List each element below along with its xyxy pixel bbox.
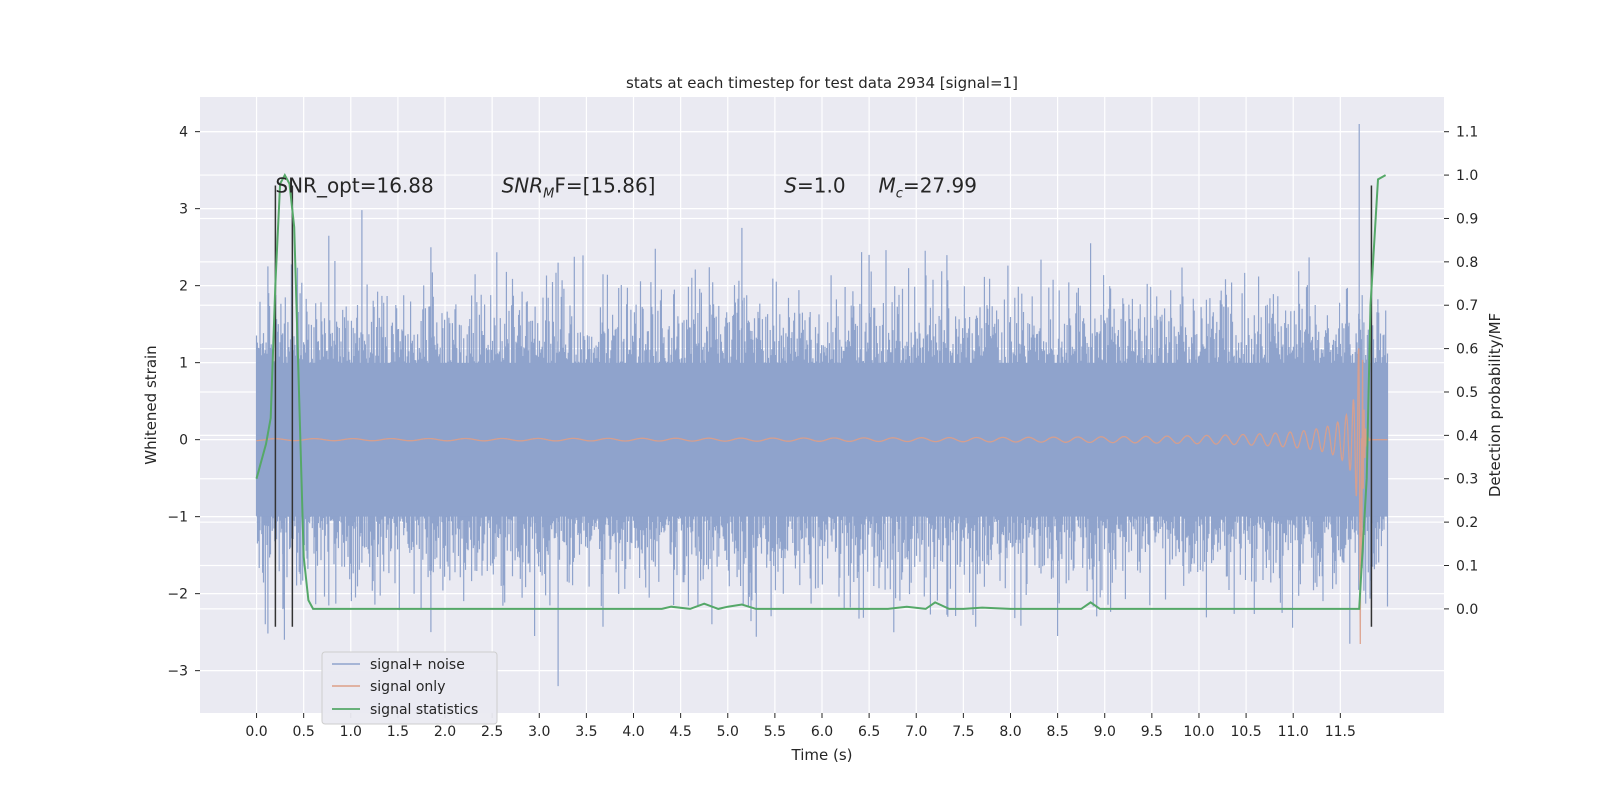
y-tick-label: 4 [179, 125, 188, 141]
series-layer [255, 124, 1389, 687]
annotations: SNR_opt=16.88 SNRMF=[15.86] S=1.0 Mc=27.99 [275, 174, 977, 202]
y2-tick-label: 1.0 [1456, 168, 1478, 184]
y-tick-label: −3 [167, 664, 188, 680]
x-tick-label: 11.0 [1278, 724, 1309, 740]
x-axis-ticks: 0.0 0.5 1.0 1.5 2.0 2.5 3.0 3.5 4.0 4.5 5.0 5.5 6.0 6… [245, 713, 1356, 740]
x-tick-label: 1.0 [340, 724, 362, 740]
x-tick-label: 9.0 [1094, 724, 1116, 740]
x-axis-label: Time (s) [791, 746, 853, 764]
x-tick-label: 5.5 [764, 724, 786, 740]
chart-title: stats at each timestep for test data 293… [626, 74, 1018, 92]
x-tick-label: 2.0 [434, 724, 456, 740]
y-tick-label: 1 [179, 356, 188, 372]
y2-axis-ticks: 0.0 0.1 0.2 0.3 0.4 0.5 0.6 0.7 0.8 0.9 1.0 1.1 [1444, 125, 1478, 618]
legend-box [321, 651, 498, 725]
series-signal-noise-band [256, 362, 1388, 517]
x-tick-label: 6.5 [858, 724, 880, 740]
y-tick-label: 3 [179, 202, 188, 218]
x-tick-label: 11.5 [1325, 724, 1356, 740]
x-tick-label: 8.0 [999, 724, 1021, 740]
y2-tick-label: 0.0 [1456, 602, 1478, 618]
x-tick-label: 0.5 [293, 724, 315, 740]
x-tick-label: 3.5 [575, 724, 597, 740]
y-tick-label: −2 [167, 587, 188, 603]
x-tick-label: 4.5 [670, 724, 692, 740]
x-tick-label: 4.0 [622, 724, 644, 740]
y2-tick-label: 0.2 [1456, 515, 1478, 531]
annotation-0: SNR_opt=16.88 [275, 174, 433, 198]
y2-tick-label: 0.6 [1456, 342, 1478, 358]
y2-tick-label: 0.8 [1456, 255, 1478, 271]
y2-tick-label: 0.5 [1456, 385, 1478, 401]
x-tick-label: 10.5 [1231, 724, 1262, 740]
legend-label-signal-statistics: signal statistics [370, 702, 478, 718]
y-tick-label: −1 [167, 510, 188, 526]
x-tick-label: 0.0 [245, 724, 267, 740]
y-axis-label: Whitened strain [142, 345, 160, 464]
series-signal-only [256, 348, 1388, 645]
x-tick-label: 10.0 [1183, 724, 1214, 740]
y2-tick-label: 0.3 [1456, 472, 1478, 488]
y2-tick-label: 0.7 [1456, 298, 1478, 314]
x-tick-label: 5.0 [717, 724, 739, 740]
y2-tick-label: 0.9 [1456, 211, 1478, 227]
legend: signal+ noise signal only signal statist… [321, 651, 498, 725]
annotation-1: SNRMF=[15.86] [502, 174, 656, 202]
y-tick-label: 0 [179, 433, 188, 449]
y2-tick-label: 0.1 [1456, 559, 1478, 575]
legend-label-signal-noise: signal+ noise [370, 657, 465, 673]
y2-axis-label: Detection probability/MF [1486, 313, 1504, 497]
x-tick-label: 8.5 [1046, 724, 1068, 740]
x-tick-label: 9.5 [1141, 724, 1163, 740]
y-axis-ticks: −3 −2 −1 0 1 2 3 4 [167, 125, 200, 680]
x-tick-label: 3.0 [528, 724, 550, 740]
y-tick-label: 2 [179, 279, 188, 295]
x-tick-label: 2.5 [481, 724, 503, 740]
x-tick-label: 7.5 [952, 724, 974, 740]
y2-tick-label: 1.1 [1456, 125, 1478, 141]
x-tick-label: 1.5 [387, 724, 409, 740]
annotation-2: S=1.0 [784, 174, 845, 198]
legend-label-signal-only: signal only [370, 679, 445, 695]
series-signal-statistics [255, 172, 1387, 610]
annotation-3: Mc=27.99 [879, 174, 977, 202]
x-tick-label: 6.0 [811, 724, 833, 740]
y2-tick-label: 0.4 [1456, 428, 1478, 444]
x-tick-label: 7.0 [905, 724, 927, 740]
